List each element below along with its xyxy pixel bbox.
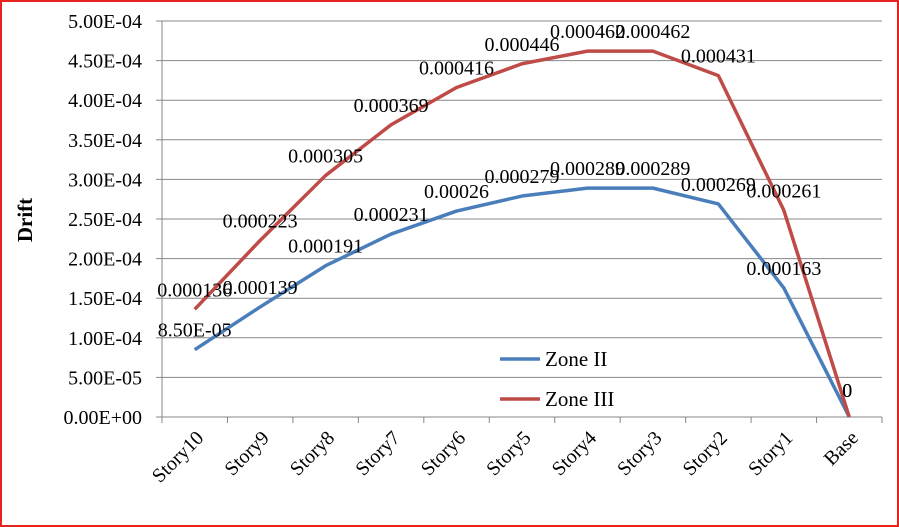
x-tick-label: Story1 <box>744 427 797 480</box>
data-label: 0.000305 <box>288 145 363 167</box>
x-tick-label: Story2 <box>679 427 732 480</box>
data-label: 0.00026 <box>424 181 489 203</box>
data-label: 0.000431 <box>681 46 756 68</box>
data-label: 0.000289 <box>615 158 690 180</box>
x-tick-label: Base <box>820 427 863 470</box>
series-lines <box>193 49 851 418</box>
data-label: 0.000289 <box>550 158 625 180</box>
data-labels: 8.50E-050.0001390.0001910.0002310.000260… <box>157 21 852 402</box>
data-label: 0.000369 <box>354 95 429 117</box>
series-line <box>193 186 851 418</box>
y-tick-label: 2.50E-04 <box>68 209 142 231</box>
y-tick-label: 5.00E-04 <box>68 11 142 33</box>
y-tick-label: 1.00E-04 <box>68 328 142 350</box>
x-tick-label: Story9 <box>220 427 273 480</box>
x-tick-label: Story3 <box>613 427 666 480</box>
y-tick-labels: 0.00E+00 5.00E-05 1.00E-04 1.50E-04 2.00E-04… <box>64 11 143 429</box>
legend: Zone II Zone III <box>500 347 614 411</box>
axes <box>161 21 883 423</box>
data-label: 0 <box>842 380 852 402</box>
y-tick-label: 4.00E-04 <box>68 90 142 112</box>
data-label: 0.000269 <box>681 174 756 196</box>
data-label: 0.000136 <box>157 279 232 301</box>
x-tick-label: Story4 <box>548 427 601 480</box>
x-tick-label: Story5 <box>482 427 535 480</box>
legend-label: Zone III <box>545 387 614 411</box>
data-label: 0.000261 <box>746 180 821 202</box>
data-label: 0.000462 <box>615 21 690 43</box>
y-axis-label: Drift <box>13 198 37 242</box>
x-tick-label: Story10 <box>148 427 208 487</box>
data-label: 0.000279 <box>485 166 560 188</box>
data-label: 0.000416 <box>419 58 494 80</box>
y-tick-label: 4.50E-04 <box>68 51 142 73</box>
x-tick-labels: Story10 Story9 Story8 Story7 Story6 Story5 Sto… <box>148 427 863 487</box>
y-tick-label: 3.00E-04 <box>68 169 142 191</box>
data-label: 0.000231 <box>354 204 429 226</box>
legend-label: Zone II <box>545 347 607 371</box>
data-label: 8.50E-05 <box>158 320 232 342</box>
y-tick-label: 0.00E+00 <box>64 407 143 429</box>
gridlines <box>156 20 882 418</box>
data-label: 0.000223 <box>223 210 298 232</box>
x-tick-label: Story7 <box>351 427 404 480</box>
data-label: 0.000446 <box>485 34 560 56</box>
y-tick-label: 2.00E-04 <box>68 249 142 271</box>
data-label: 0 <box>842 380 852 402</box>
data-label: 0.000191 <box>288 236 363 258</box>
data-label: 0.000462 <box>550 21 625 43</box>
y-tick-label: 5.00E-05 <box>68 367 142 389</box>
y-tick-label: 1.50E-04 <box>68 288 142 310</box>
series-line <box>193 49 851 418</box>
data-label: 0.000163 <box>746 258 821 280</box>
x-tick-label: Story8 <box>286 427 339 480</box>
data-label: 0.000139 <box>223 277 298 299</box>
x-tick-label: Story6 <box>417 427 470 480</box>
y-tick-label: 3.50E-04 <box>68 130 142 152</box>
